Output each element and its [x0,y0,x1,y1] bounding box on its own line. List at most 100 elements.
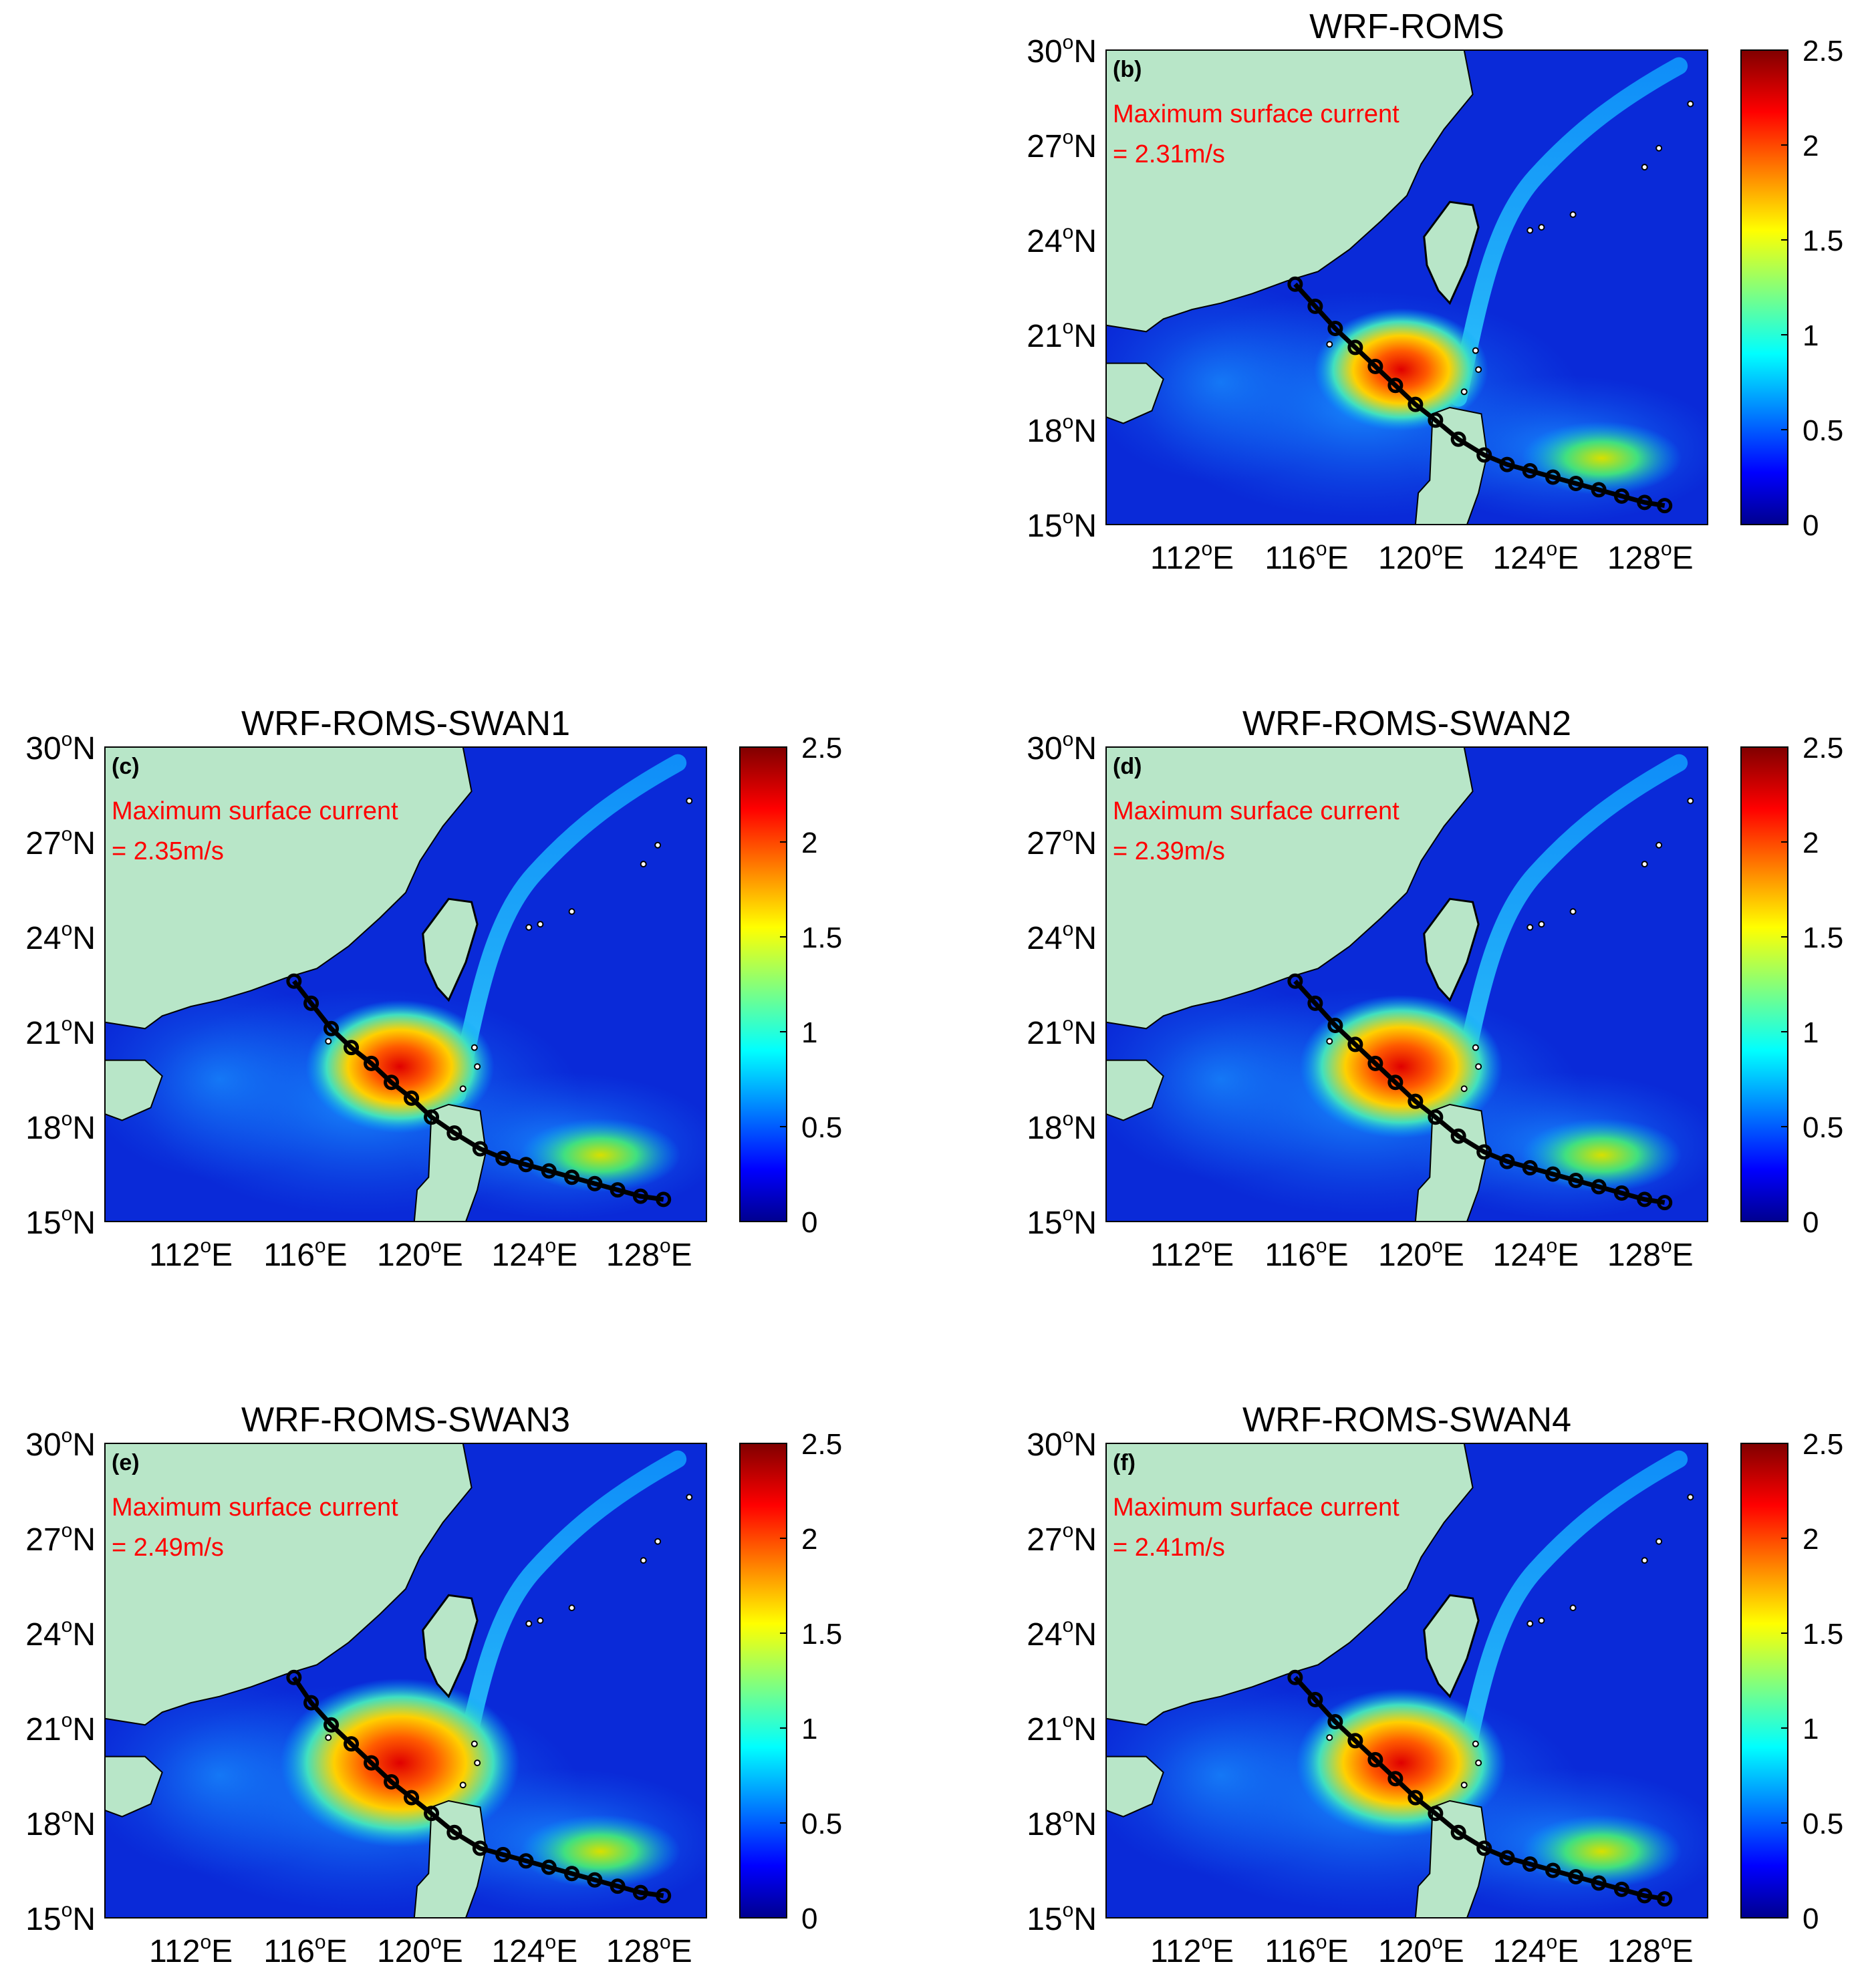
colorbar: 0 0.5 1 1.5 2 2.5 [739,732,842,1239]
small-island [525,924,533,931]
typhoon-track-point [1545,1862,1561,1878]
max-current-spot [1314,308,1488,431]
small-island [1687,100,1694,108]
land-luzon [413,1800,487,1918]
x-tick-label: 124oE [1492,1931,1579,1969]
small-island [459,1085,467,1093]
x-tick-label: 128oE [1607,538,1694,576]
colorbar-tick-label: 0 [1803,1206,1819,1239]
typhoon-track-point [1476,1840,1492,1856]
typhoon-track-point [1613,488,1629,504]
typhoon-track-point [344,1736,360,1752]
typhoon-track-point [587,1175,603,1191]
small-island [1687,797,1694,805]
x-tick-label: 128oE [606,1235,692,1273]
colorbar-tick-label: 2.5 [801,1428,842,1461]
land-taiwan [1423,200,1480,305]
typhoon-track-point [286,973,302,989]
colorbar: 0 0.5 1 1.5 2 2.5 [1740,35,1843,542]
small-island [568,1604,575,1612]
annotation-label: Maximum surface current [1113,797,1400,825]
x-tick-label: 112oE [149,1235,233,1273]
small-island [686,1494,693,1501]
panel-e: (e) Maximum surface current = 2.49m/s WRF-R… [25,1401,842,1969]
typhoon-track-point [1327,1714,1343,1730]
colorbar-tick-label: 2 [801,1523,817,1556]
colorbar-tick-label: 0 [801,1206,817,1239]
typhoon-track-point [472,1840,488,1856]
typhoon-track-point [656,1191,672,1208]
typhoon-track-point [1499,1850,1515,1866]
x-tick-label: 124oE [1492,538,1579,576]
x-tick-label: 124oE [1492,1235,1579,1273]
current-field-southwest [1106,1675,1355,1876]
small-island [1526,1620,1534,1627]
land-luzon [1414,1103,1488,1222]
typhoon-track-point [1287,973,1303,989]
typhoon-track-point [610,1182,626,1198]
land-luzon [1414,406,1488,525]
typhoon-track-point [1347,1036,1363,1052]
max-current-spot [305,1000,495,1133]
typhoon-track-point [1591,482,1607,498]
x-tick-label: 112oE [1150,538,1234,576]
typhoon-track-point [1613,1881,1629,1897]
typhoon-track-point [1545,1166,1561,1182]
small-island [471,1740,478,1747]
small-island [474,1759,481,1767]
x-tick-label: 120oE [1378,1235,1464,1273]
small-island [537,1617,544,1624]
typhoon-track-point [364,1055,380,1071]
x-tick-label: 120oE [377,1235,463,1273]
current-field-southwest [1106,979,1355,1179]
typhoon-track-point [1408,396,1424,412]
colorbar-tick-label: 0.5 [1803,1111,1843,1144]
typhoon-track-point [1387,1771,1404,1787]
typhoon-track-point [323,1717,340,1733]
small-island [1326,1038,1333,1045]
annotation-label: Maximum surface current [112,1494,398,1522]
small-island [325,1734,332,1741]
small-island [1641,1557,1648,1564]
panel-label: (b) [1113,57,1142,82]
x-tick-label: 128oE [1607,1235,1694,1273]
kuroshio-current [1450,754,1688,1104]
warm-patch-east [1521,1814,1682,1888]
colorbar-tick-label: 1 [1803,1016,1819,1049]
land-taiwan [1423,1594,1480,1699]
land-mainland [1106,1443,1474,1726]
land-hainan [1106,362,1164,424]
x-tick-label: 120oE [1378,1931,1464,1969]
land-hainan [105,1755,163,1818]
small-island [654,1538,662,1545]
small-island [1326,341,1333,348]
land-taiwan [422,897,479,1002]
typhoon-track-point [1428,412,1444,428]
y-tick-label: 27oN [1027,1520,1097,1558]
map-area [1106,1443,1708,1918]
x-tick-label: 116oE [263,1235,347,1273]
typhoon-track-point [1367,1055,1383,1071]
colorbar-tick-label: 0 [1803,1902,1819,1935]
typhoon-track-point [1476,447,1492,463]
map-area [105,747,706,1222]
colorbar-tick-label: 0 [1803,509,1819,542]
panel-d: (d) Maximum surface current = 2.39m/s WRF-R… [1027,704,1843,1273]
annotation-value: = 2.31m/s [1113,140,1225,168]
typhoon-track-point [1499,1153,1515,1169]
annotation-value: = 2.39m/s [1113,837,1225,865]
typhoon-track-point [404,1090,420,1106]
x-tick-label: 112oE [1150,1235,1234,1273]
x-tick-label: 112oE [1150,1931,1234,1969]
y-tick-label: 21oN [25,1013,96,1051]
warm-patch-east [1521,421,1682,495]
colorbar-tick-label: 1 [801,1713,817,1745]
colorbar-tick-label: 1.5 [801,1618,842,1651]
typhoon-track-point [1408,1790,1424,1806]
small-island [1475,1063,1482,1071]
colorbar-tick-label: 2 [1803,130,1819,162]
typhoon-track-point [446,1125,462,1141]
map-area [105,1443,706,1918]
x-tick-label: 120oE [377,1931,463,1969]
typhoon-track-point [495,1846,511,1862]
